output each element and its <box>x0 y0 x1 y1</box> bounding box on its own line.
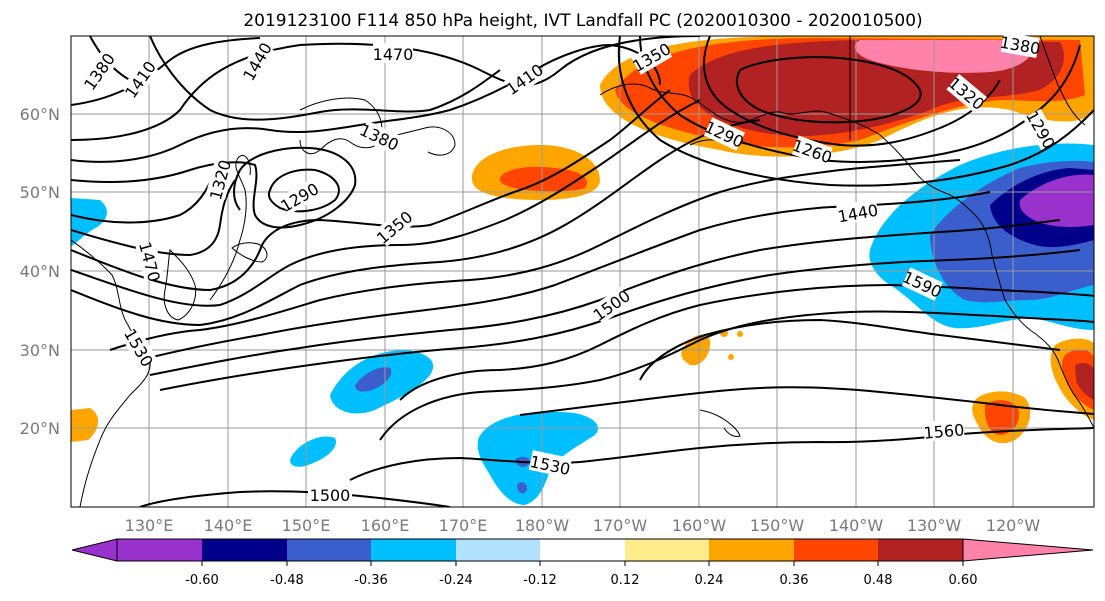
colorbar-tick: 0.12 <box>611 573 640 588</box>
lon-label: 170°W <box>593 516 648 535</box>
lat-label: 60°N <box>20 105 60 124</box>
colorbar-tick: -0.48 <box>270 573 304 588</box>
lon-label: 130°E <box>125 516 174 535</box>
lon-label: 180°W <box>515 516 570 535</box>
lat-label: 30°N <box>20 341 60 360</box>
lon-label: 140°W <box>829 516 884 535</box>
contour-label: 1470 <box>373 45 414 64</box>
lon-label: 120°W <box>986 516 1041 535</box>
lon-label: 130°W <box>907 516 962 535</box>
map-gridlines <box>71 36 1094 507</box>
lon-label: 160°W <box>672 516 727 535</box>
lon-label: 150°W <box>750 516 805 535</box>
latitude-labels: 60°N 50°N 40°N 30°N 20°N <box>20 105 60 438</box>
contour-label: 1500 <box>310 486 351 505</box>
colorbar-extend-low <box>71 538 118 562</box>
colorbar-segment <box>371 539 456 561</box>
colorbar: -0.60 -0.48 -0.36 -0.24 -0.12 0.12 0.24 … <box>71 538 1094 588</box>
colorbar-tick: -0.24 <box>439 573 473 588</box>
colorbar-tick: -0.36 <box>354 573 388 588</box>
colorbar-segment <box>878 539 963 561</box>
map-frame <box>70 35 1095 508</box>
contour-label: 1560 <box>923 420 965 442</box>
lon-label: 160°E <box>361 516 410 535</box>
ivt-positive-region-small <box>71 329 743 442</box>
colorbar-segment <box>287 539 371 561</box>
colorbar-segment <box>202 539 287 561</box>
colorbar-segment <box>625 539 709 561</box>
colorbar-tick: -0.12 <box>523 573 557 588</box>
colorbar-tick: 0.48 <box>864 573 893 588</box>
figure-title: 2019123100 F114 850 hPa height, IVT Land… <box>243 11 922 31</box>
colorbar-tick: 0.36 <box>780 573 809 588</box>
colorbar-segment <box>117 539 202 561</box>
ivt-positive-region-baja <box>1050 338 1094 420</box>
lon-label: 140°E <box>204 516 253 535</box>
lon-label: 170°E <box>439 516 488 535</box>
lat-label: 20°N <box>20 419 60 438</box>
colorbar-segment <box>794 539 878 561</box>
colorbar-segment <box>456 539 540 561</box>
colorbar-segment <box>540 539 625 561</box>
lon-label: 150°E <box>282 516 331 535</box>
lat-label: 50°N <box>20 183 60 202</box>
colorbar-tick: 0.60 <box>949 573 978 588</box>
colorbar-tick: -0.60 <box>185 573 219 588</box>
lat-label: 40°N <box>20 262 60 281</box>
longitude-labels: 130°E 140°E 150°E 160°E 170°E 180°W 170°… <box>125 516 1041 535</box>
colorbar-extend-high <box>962 538 1094 562</box>
colorbar-tick: 0.24 <box>695 573 724 588</box>
colorbar-segment <box>709 539 794 561</box>
